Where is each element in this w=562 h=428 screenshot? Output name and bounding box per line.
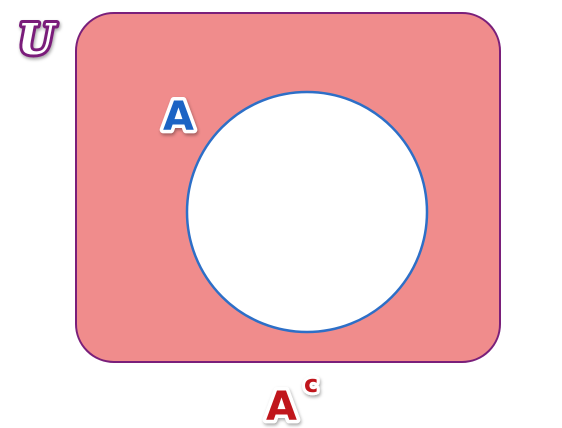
set-a-label: A [163, 94, 194, 140]
complement-label-superscript: c [304, 370, 318, 398]
complement-label: A c [263, 367, 322, 428]
set-a-circle [185, 90, 429, 334]
complement-label-base: A [266, 384, 297, 428]
universe-label: U [18, 15, 57, 64]
